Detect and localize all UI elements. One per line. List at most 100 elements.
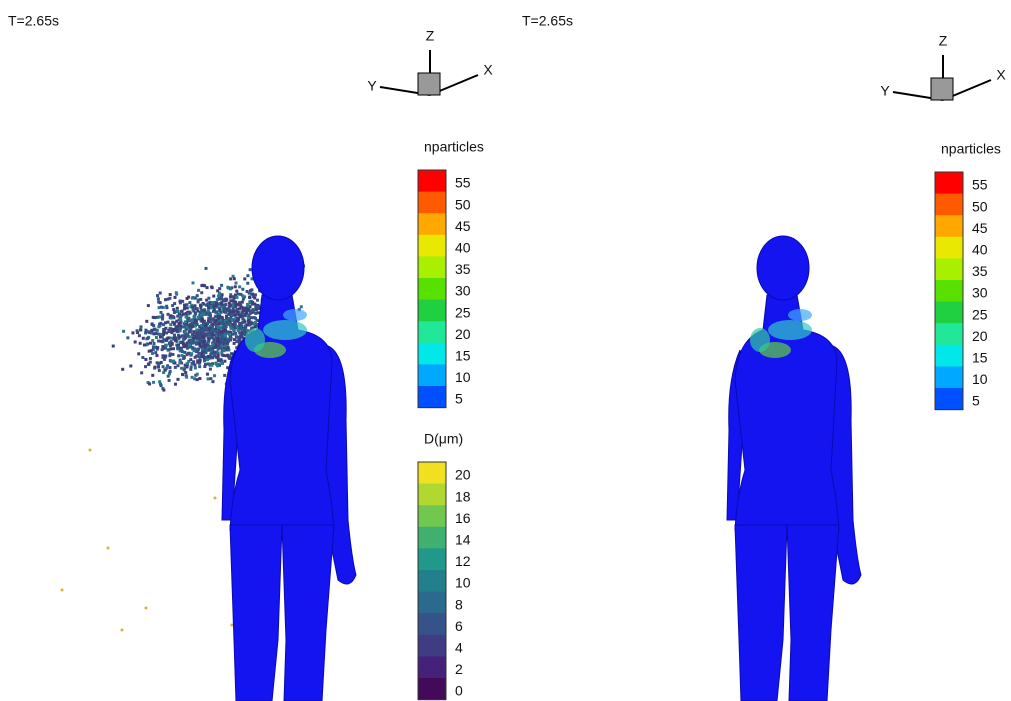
particle	[176, 310, 179, 313]
particle	[126, 336, 129, 339]
colorbar-tick-label: 30	[972, 285, 988, 301]
particle	[209, 345, 212, 348]
particle	[169, 352, 172, 355]
particle	[202, 284, 205, 287]
particle	[191, 325, 194, 328]
colorbar-tick-label: 5	[972, 393, 980, 409]
particle	[243, 330, 246, 333]
particle	[157, 364, 160, 367]
particle	[183, 307, 186, 310]
colorbar-swatch	[935, 194, 963, 216]
particle	[214, 346, 217, 349]
particle	[161, 356, 164, 359]
colorbar-swatch	[935, 388, 963, 410]
particle	[140, 371, 143, 374]
particle	[159, 336, 162, 339]
colorbar-tick-label: 25	[455, 304, 471, 320]
colorbar-tick-label: 20	[972, 328, 988, 344]
particle	[169, 323, 172, 326]
particle	[251, 316, 254, 319]
particle	[147, 304, 150, 307]
particle	[211, 301, 214, 304]
panel-left: T=2.65sZYXnparticles55504540353025201510…	[8, 13, 493, 701]
particle	[142, 337, 145, 340]
particle	[235, 282, 238, 285]
particle	[241, 318, 244, 321]
colorbar-swatch	[418, 213, 446, 235]
particle	[145, 320, 148, 323]
particle	[246, 282, 249, 285]
particle	[180, 354, 183, 357]
axis-label-z: Z	[426, 28, 435, 44]
colorbar-tick-label: 10	[972, 371, 988, 387]
particle	[194, 367, 197, 370]
colorbar-tick-label: 12	[455, 553, 471, 569]
particle	[161, 345, 164, 348]
particle	[220, 284, 223, 287]
particle	[162, 323, 165, 326]
colorbar-swatch	[418, 505, 446, 527]
particle	[248, 319, 251, 322]
colorbar-tick-label: 30	[455, 283, 471, 299]
colorbar-tick-label: 20	[455, 467, 471, 483]
particle	[198, 360, 201, 363]
axis-label-y: Y	[367, 78, 377, 94]
particle	[61, 589, 64, 592]
particle	[156, 361, 159, 364]
particle	[236, 311, 239, 314]
particle	[153, 328, 156, 331]
colorbar-swatch	[935, 258, 963, 280]
particle	[169, 314, 172, 317]
particle	[241, 288, 244, 291]
colorbar-tick-label: 25	[972, 306, 988, 322]
particle	[201, 318, 204, 321]
particle	[228, 333, 231, 336]
particle	[212, 295, 215, 298]
colorbar-tick-label: 55	[455, 175, 471, 191]
particle	[215, 301, 218, 304]
particle	[161, 348, 164, 351]
particle	[173, 323, 176, 326]
particle	[172, 329, 175, 332]
particle	[219, 321, 222, 324]
particle	[224, 341, 227, 344]
particle	[233, 277, 236, 280]
colorbar-tick-label: 16	[455, 510, 471, 526]
particle	[181, 334, 184, 337]
particle	[139, 328, 142, 331]
particle	[216, 332, 219, 335]
particle	[246, 323, 249, 326]
particle	[107, 547, 110, 550]
particle	[158, 380, 161, 383]
particle	[185, 362, 188, 365]
particle	[165, 305, 168, 308]
particle	[214, 497, 217, 500]
particle	[229, 296, 232, 299]
particle	[160, 340, 163, 343]
particle	[208, 337, 211, 340]
particle	[215, 310, 218, 313]
particle	[191, 333, 194, 336]
colorbar-tick-label: 10	[455, 575, 471, 591]
particle	[196, 348, 199, 351]
particle	[140, 325, 143, 328]
colorbar-title: nparticles	[941, 141, 1001, 157]
particle	[236, 325, 239, 328]
particle	[176, 378, 179, 381]
particle	[189, 341, 192, 344]
particle	[186, 318, 189, 321]
particle	[161, 316, 164, 319]
colorbar-tick-label: 4	[455, 640, 463, 656]
particle	[196, 339, 199, 342]
colorbar-tick-label: 45	[972, 220, 988, 236]
particle	[158, 315, 161, 318]
particle	[209, 353, 212, 356]
particle	[235, 296, 238, 299]
axis-label-x: X	[483, 62, 493, 78]
particle	[137, 352, 140, 355]
particle	[138, 334, 141, 337]
colorbar-swatch	[418, 321, 446, 343]
particle	[224, 303, 227, 306]
particle	[145, 607, 148, 610]
particle	[241, 301, 244, 304]
